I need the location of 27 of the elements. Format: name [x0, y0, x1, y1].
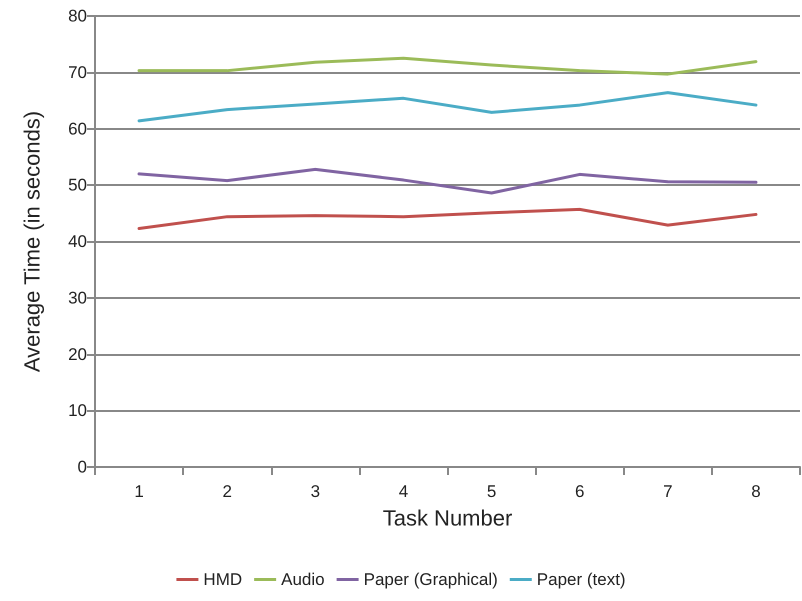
line-series [138, 56, 758, 76]
legend-label: Audio [281, 570, 325, 589]
line-series [138, 91, 758, 122]
x-tick-label: 3 [310, 482, 320, 501]
legend-label: HMD [203, 570, 242, 589]
x-tick-label: 4 [398, 482, 408, 501]
x-axis-title: Task Number [382, 506, 512, 530]
x-tick-label: 1 [134, 482, 144, 501]
y-tick-label: 60 [68, 119, 87, 138]
x-tick-label: 8 [751, 482, 761, 501]
line-series [138, 208, 758, 230]
y-tick-label: 40 [68, 232, 87, 251]
y-axis-title: Average Time (in seconds) [20, 110, 44, 372]
line-series [138, 168, 758, 195]
x-tick-label: 2 [222, 482, 232, 501]
y-tick-label: 30 [68, 288, 87, 308]
legend-label: Paper (text) [536, 570, 626, 589]
y-tick-label: 80 [68, 6, 87, 26]
x-tick-label: 7 [663, 482, 673, 501]
y-tick-label: 70 [68, 62, 87, 82]
x-tick-label: 6 [574, 482, 584, 501]
y-tick-label: 10 [68, 401, 87, 420]
y-tick-label: 20 [68, 344, 87, 364]
y-tick-label: 0 [78, 458, 87, 476]
legend-label: Paper (Graphical) [364, 570, 498, 589]
y-tick-label: 50 [68, 176, 87, 195]
x-tick-label: 5 [486, 482, 496, 501]
